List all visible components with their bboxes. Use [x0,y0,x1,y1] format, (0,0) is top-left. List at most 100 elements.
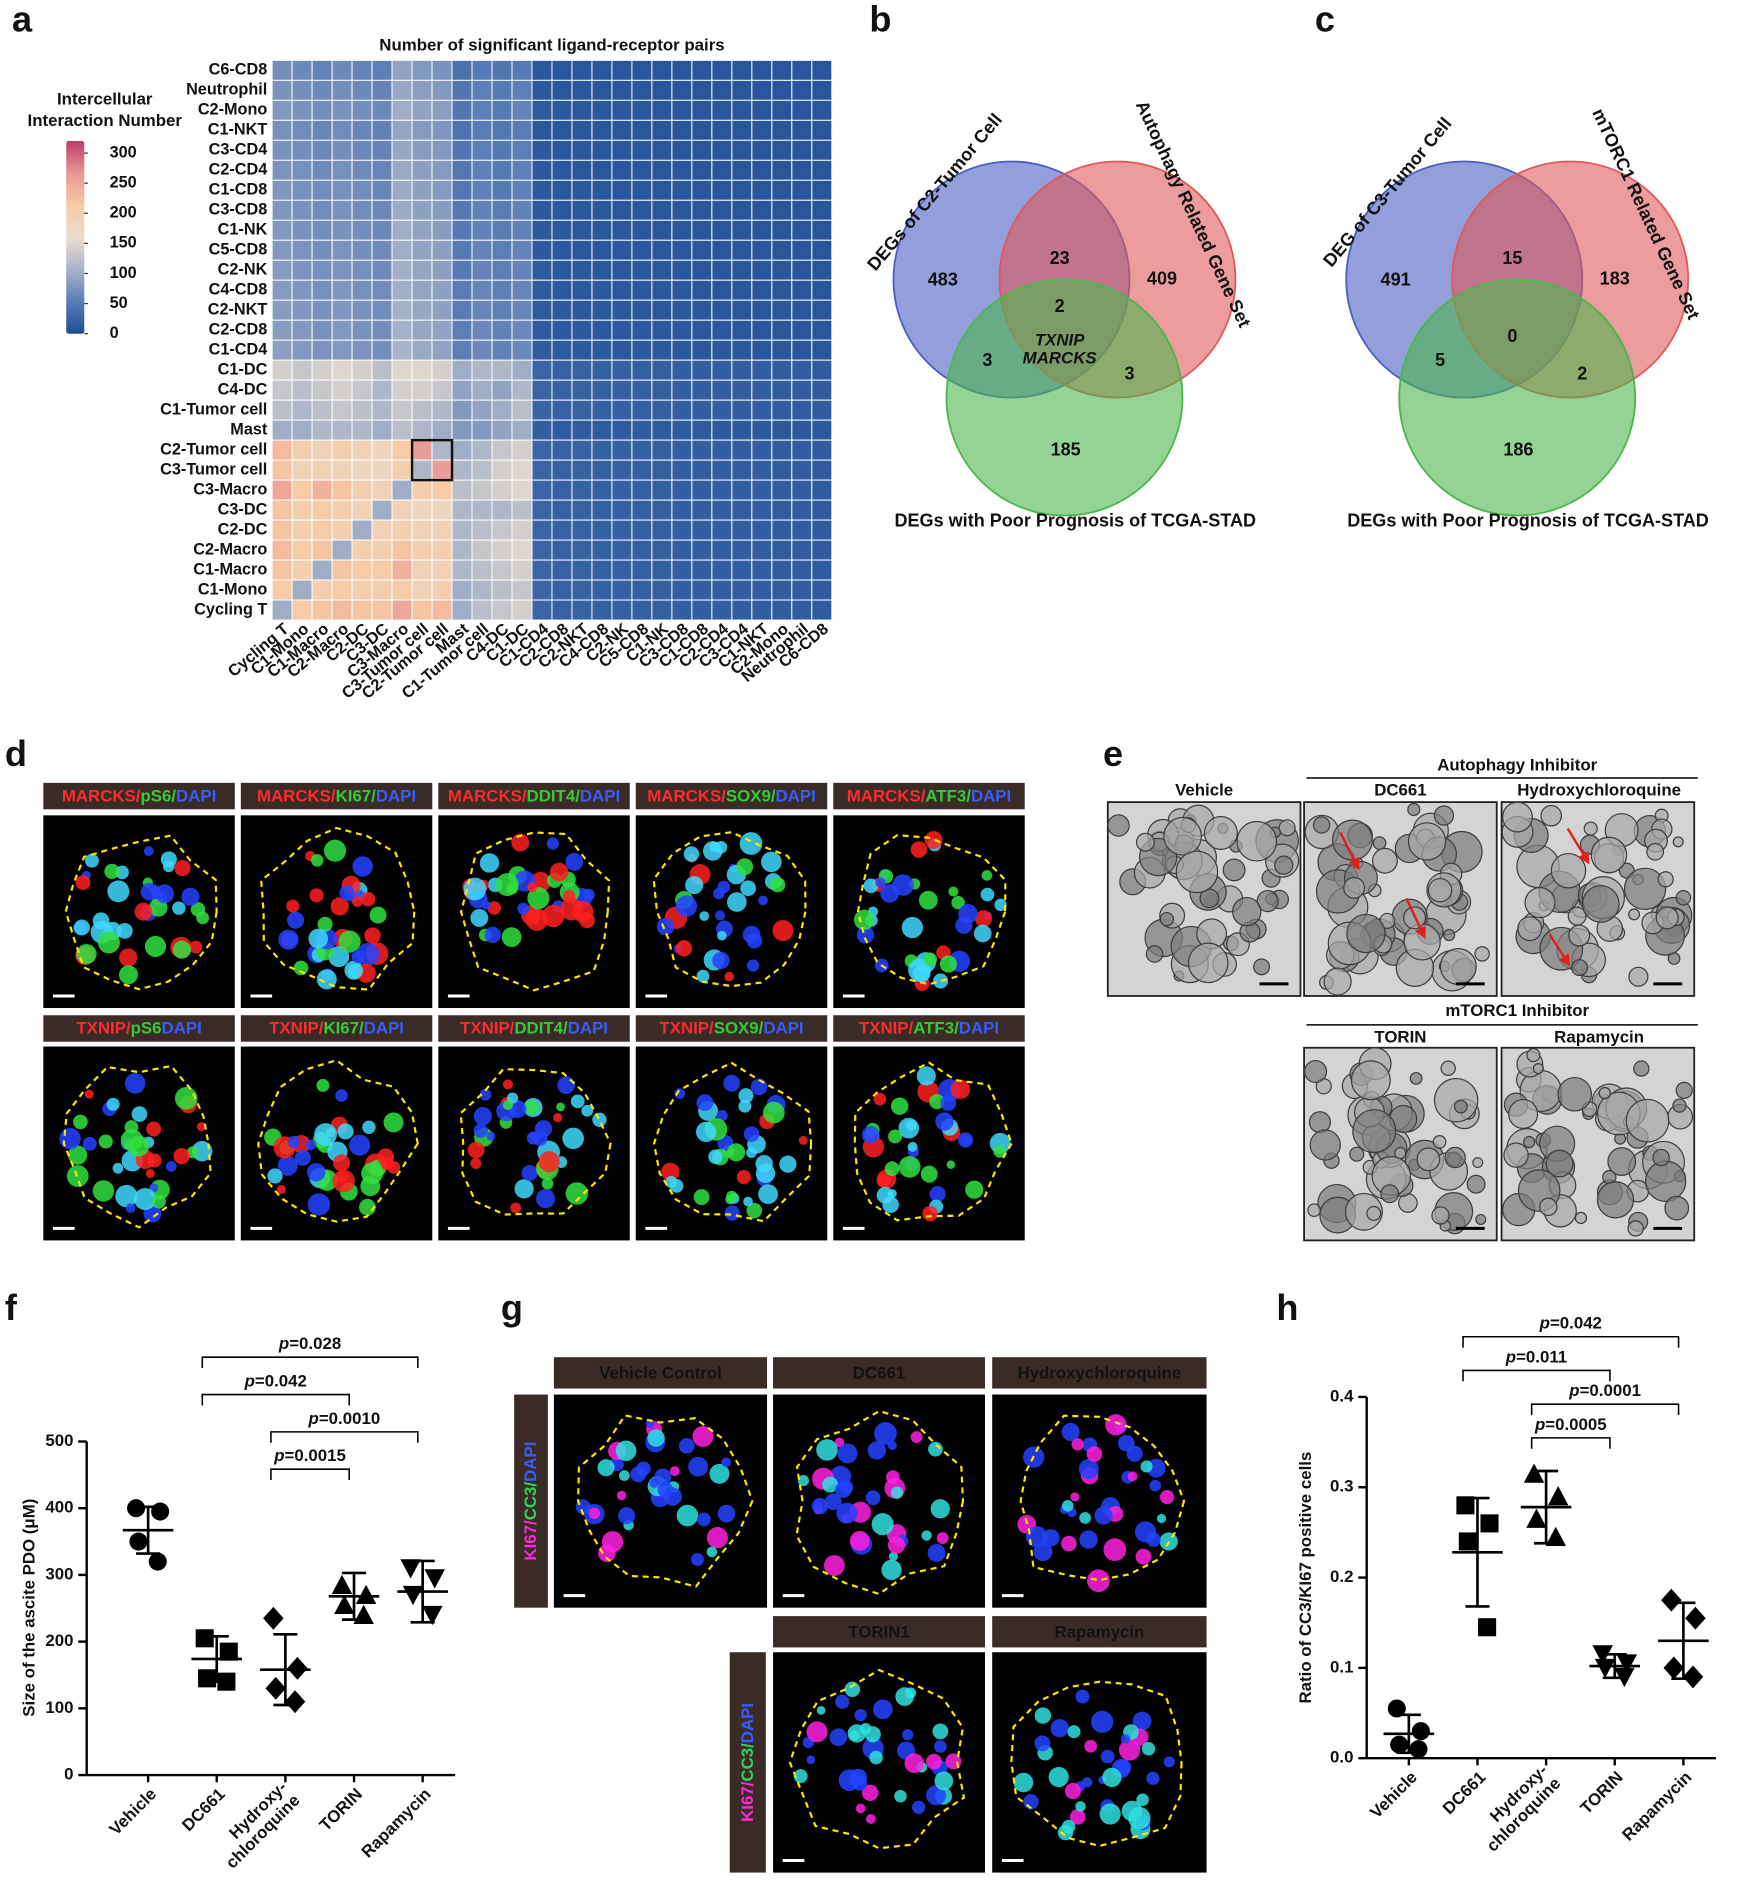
label-bar [635,1015,828,1042]
cell-blob [517,902,530,915]
heatmap-cell [331,219,353,241]
stain-part: DAPI [568,1019,608,1038]
p-symbol: p [308,1409,319,1428]
heatmap-cell [331,379,353,401]
heatmap-cell [431,219,453,241]
p-value-label: p=0.042 [244,1372,307,1391]
heatmap-cell [431,499,453,521]
cell-blob [890,1097,909,1115]
cell-blob [1136,1793,1149,1807]
cell-blob [674,1088,686,1099]
organoid [1394,1146,1407,1160]
heatmap-cell [311,499,333,521]
heatmap-cell [451,559,473,581]
cell-blob [907,1141,918,1152]
heatmap-cell [551,219,573,241]
red-arrow [1566,827,1590,865]
heatmap-cell [351,559,373,581]
heatmap-cell [611,339,633,361]
heatmap-cell [711,59,733,81]
heatmap-cell [691,339,713,361]
row-label: C1-NKT [208,121,268,139]
legend-title: Intercellular [57,90,153,109]
heatmap-cell [731,359,753,381]
heatmap-cell [551,59,573,81]
heatmap-cell [611,439,633,461]
heatmap-cell [291,399,313,421]
heatmap-cell [531,419,553,441]
stain-label: MARCKS/pS6/DAPI [62,787,216,806]
venn-count: 2 [1055,296,1065,316]
heatmap-cell [471,259,493,281]
heatmap-cell [431,99,453,121]
data-point [129,1532,148,1551]
organoid [1581,885,1620,923]
cell-blob [696,969,710,983]
organoid [1539,1197,1558,1217]
heatmap-cell [651,279,673,301]
cell-blob [1132,1711,1152,1731]
heatmap-cell [611,59,633,81]
p-symbol: p [1568,1382,1579,1401]
cell-blob [377,1148,395,1166]
heatmap-cell [291,559,313,581]
heatmap-cell [531,439,553,461]
cell-blob [542,904,565,928]
organoid [1349,1146,1365,1162]
heatmap-cell [791,159,813,181]
data-point [195,1629,214,1648]
heatmap-cell [591,379,613,401]
cell-blob [1061,1819,1076,1834]
heatmap-cell [311,419,333,441]
heatmap-cell [791,599,813,621]
organoid [1475,1213,1487,1226]
heatmap-cell [331,599,353,621]
p-value-label: p=0.011 [1505,1348,1567,1367]
p-value: =0.028 [289,1335,341,1354]
heatmap-cell [751,219,773,241]
heatmap-cell [791,319,813,341]
stain-label: KI67/CC3/DAPI [738,1703,757,1822]
heatmap-cell [491,319,513,341]
heatmap-cell [591,579,613,601]
cell-blob [76,943,97,965]
cell-blob [487,901,501,915]
heatmap-cell [531,99,553,121]
heatmap-cell [731,279,753,301]
heatmap-cell [391,99,413,121]
heatmap-cell [571,179,593,201]
cell-blob [1042,1529,1060,1547]
heatmap-cell [351,319,373,341]
cell-blob [278,929,299,950]
cell-blob [1099,1803,1121,1825]
heatmap-cell [791,339,813,361]
heatmap-cell [471,439,493,461]
heatmap-cell [291,499,313,521]
heatmap-cell [331,339,353,361]
venn-count: 15 [1502,248,1522,268]
heatmap-cell [451,299,473,321]
heatmap-cell [431,319,453,341]
cell-blob [618,1470,630,1481]
stain-label: MARCKS/KI67/DAPI [257,787,416,806]
label-bar [514,1394,548,1608]
heatmap-cell [531,559,553,581]
heatmap-cell [691,319,713,341]
heatmap-cell [471,59,493,81]
venn-set [945,278,1184,517]
heatmap-cell [451,99,473,121]
heatmap-cell [491,559,513,581]
cell-blob [1061,1422,1080,1442]
heatmap-cell [491,499,513,521]
cell-blob [1013,1772,1034,1793]
stain-part: DAPI [738,1703,757,1743]
cell-blob [918,890,938,910]
heatmap-cell [531,199,553,221]
heatmap-cell [551,539,573,561]
heatmap-cell [651,559,673,581]
heatmap-cell [531,479,553,501]
heatmap-cell [491,59,513,81]
heatmap-cell [691,159,713,181]
heatmap-cell [531,399,553,421]
cell-blob [910,1431,923,1443]
